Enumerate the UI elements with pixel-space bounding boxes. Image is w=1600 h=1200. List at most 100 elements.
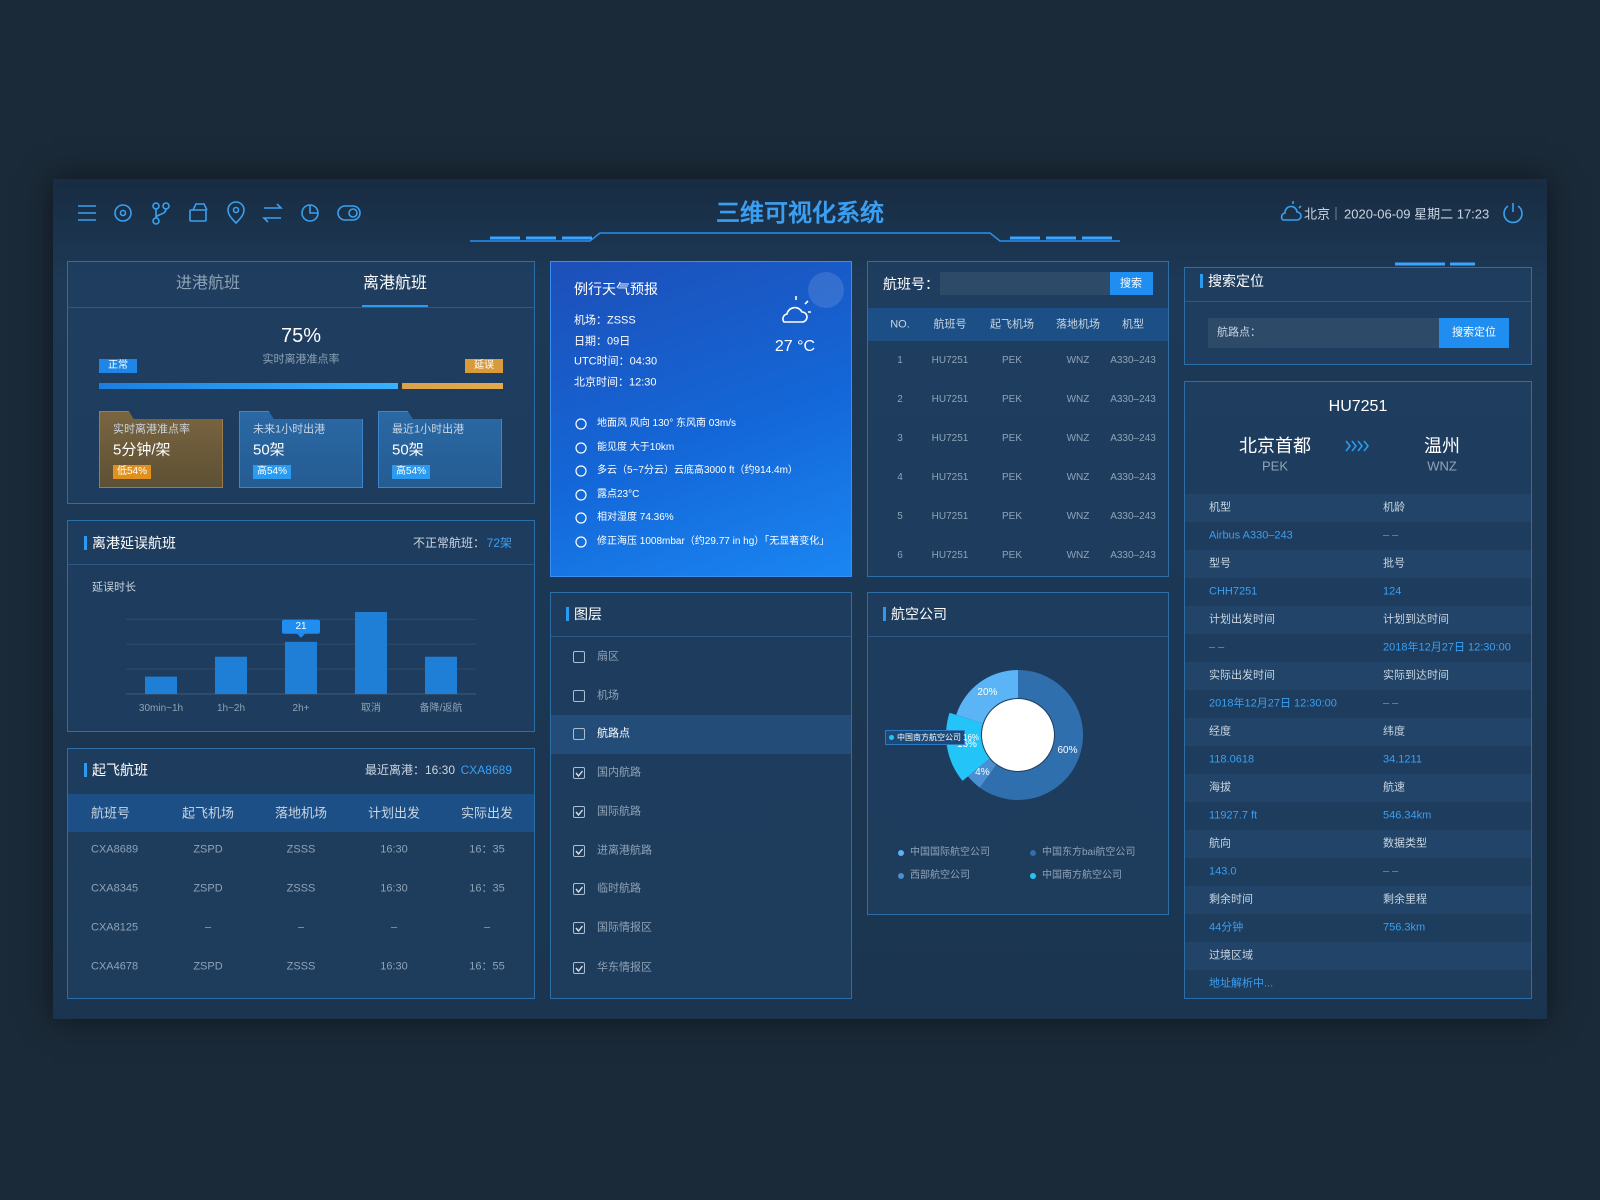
- checkbox[interactable]: [573, 651, 585, 663]
- layer-label[interactable]: 华东情报区: [597, 961, 652, 974]
- bar: [355, 611, 387, 694]
- legend-dot: [1030, 873, 1036, 879]
- divider: [1185, 301, 1531, 302]
- field-value: 2018年12月27日 12:30:00: [1209, 697, 1337, 710]
- weather-icon: [782, 296, 811, 323]
- location-input[interactable]: [1208, 318, 1439, 348]
- field-label: 剩余时间: [1209, 893, 1253, 906]
- card-label: 最近1小时出港: [392, 423, 465, 436]
- label-row: [1185, 942, 1531, 970]
- table-cell: WNZ: [1066, 550, 1090, 561]
- checkbox[interactable]: [573, 845, 585, 857]
- layers-panel: [550, 592, 852, 999]
- table-cell: ZSSS: [286, 960, 316, 973]
- layer-label[interactable]: 扇区: [597, 650, 619, 663]
- tab-underline: [362, 305, 428, 307]
- pie-center: [982, 699, 1054, 771]
- field-value: – –: [1383, 529, 1399, 542]
- field-label: 数据类型: [1383, 837, 1427, 850]
- to-code: WNZ: [1427, 458, 1457, 474]
- bar: [215, 656, 247, 694]
- table-cell: HU7251: [931, 355, 969, 366]
- table-cell: 16：35: [469, 843, 505, 856]
- field-value: 143.0: [1209, 865, 1237, 878]
- weather-detail: 能见度 大于10km: [597, 442, 675, 453]
- tooltip: [885, 730, 965, 745]
- slice-label: 20%: [977, 686, 998, 698]
- location-button[interactable]: [1439, 318, 1509, 348]
- checkbox[interactable]: [573, 922, 585, 934]
- table-cell: ZSSS: [286, 882, 316, 895]
- weather-glow: [808, 272, 844, 308]
- column-header: 起飞机场: [181, 805, 235, 821]
- column-header: 机型: [1122, 318, 1144, 331]
- legend-label: 西部航空公司: [910, 870, 970, 881]
- label-row: [1185, 550, 1531, 578]
- layer-label[interactable]: 国际情报区: [597, 921, 652, 934]
- latest-flight: CXA8689: [460, 763, 512, 777]
- layer-label[interactable]: 进离港航路: [597, 844, 652, 857]
- city: 北京: [1304, 206, 1331, 222]
- tag-normal: [99, 359, 137, 373]
- search-input[interactable]: [940, 272, 1110, 295]
- location-button-text[interactable]: 搜索定位: [1452, 326, 1496, 339]
- weather-detail: 修正海压 1008mbar（约29.77 in hg）「无显著变化」: [597, 536, 830, 547]
- field-value: Airbus A330–243: [1209, 529, 1293, 542]
- card-value: 50架: [253, 441, 285, 459]
- checkbox[interactable]: [573, 728, 585, 740]
- field-label: 机型: [1209, 501, 1231, 514]
- search-button-text[interactable]: 搜索: [1120, 277, 1142, 290]
- bar: [285, 641, 317, 694]
- checkbox[interactable]: [573, 962, 585, 974]
- card-value: 5分钟/架: [113, 441, 171, 459]
- column-header: 航班号: [933, 318, 967, 331]
- checkbox[interactable]: [573, 767, 585, 779]
- field-label: 剩余里程: [1383, 893, 1427, 906]
- tab[interactable]: 离港航班: [362, 275, 428, 292]
- weather-line: UTC时间：04:30: [574, 355, 658, 368]
- check-mark: [575, 965, 584, 973]
- weather-line: 日期：09日: [574, 335, 631, 348]
- weather-detail: 多云（5~7分云）云底高3000 ft（约914.4m）: [597, 465, 798, 476]
- table-cell: HU7251: [931, 394, 969, 405]
- table-cell: –: [297, 921, 305, 934]
- rate: 75%: [280, 325, 322, 347]
- check-mark: [575, 886, 584, 894]
- x-tick-label: 30min~1h: [138, 703, 184, 714]
- detail-icon: [575, 418, 587, 430]
- search-location-panel: [1184, 267, 1532, 365]
- header-icons[interactable]: [78, 201, 1523, 225]
- table-cell: CXA8125: [91, 921, 139, 934]
- search-button[interactable]: [1110, 272, 1153, 295]
- layer-label[interactable]: 临时航路: [597, 882, 641, 895]
- detail-icon: [575, 489, 587, 501]
- title-marker: [84, 763, 87, 777]
- pie-slice: [967, 758, 997, 788]
- layer-label[interactable]: 国内航路: [597, 766, 641, 779]
- table-cell: 4: [897, 472, 903, 483]
- tab[interactable]: 进港航班: [175, 275, 241, 292]
- table-cell: 16:30: [380, 882, 408, 895]
- layer-label[interactable]: 机场: [597, 689, 619, 702]
- table-cell: –: [483, 921, 491, 934]
- card-value: 50架: [392, 441, 424, 459]
- checkbox[interactable]: [573, 883, 585, 895]
- label-row: [1185, 718, 1531, 746]
- column-header: 起飞机场: [990, 318, 1034, 331]
- field-value: 地址解析中...: [1209, 977, 1274, 990]
- slice-label: 16%: [956, 738, 977, 750]
- table-cell: –: [204, 921, 212, 934]
- layer-label[interactable]: 国际航路: [597, 805, 641, 818]
- table-cell: WNZ: [1066, 355, 1090, 366]
- table-cell: PEK: [1001, 550, 1023, 561]
- from-code: PEK: [1261, 458, 1289, 474]
- card-label: 实时离港准点率: [113, 423, 190, 436]
- checkbox[interactable]: [573, 806, 585, 818]
- detail-icon: [575, 442, 587, 454]
- table-cell: WNZ: [1066, 394, 1090, 405]
- layer-label[interactable]: 航路点: [597, 727, 630, 740]
- checkbox[interactable]: [573, 690, 585, 702]
- legend-label: 中国南方航空公司: [1042, 870, 1122, 881]
